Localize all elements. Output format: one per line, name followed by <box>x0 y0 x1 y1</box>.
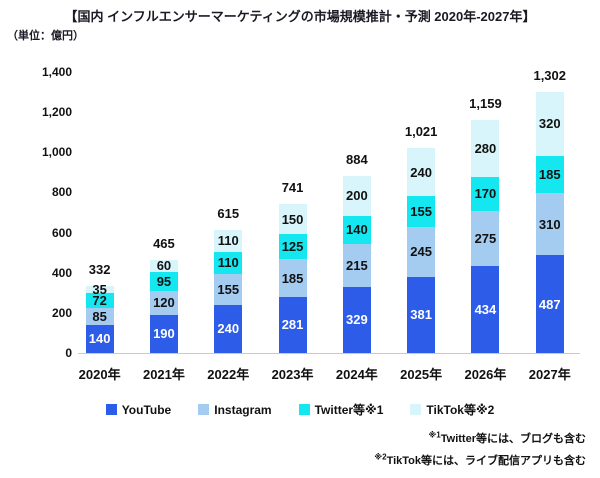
bar-total-label: 884 <box>345 151 368 167</box>
bar-segment-instagram: 275 <box>471 210 500 266</box>
legend-label-tiktok: TikTok等※2 <box>426 403 495 417</box>
x-axis-label: 2027年 <box>528 367 571 382</box>
y-axis-tick: 0 <box>65 346 72 360</box>
bar-segment-twitter: 95 <box>149 271 178 291</box>
x-axis-label: 2023年 <box>271 367 314 382</box>
bar-segment-instagram: 155 <box>214 273 243 305</box>
bar-segment-youtube: 487 <box>535 255 564 353</box>
x-axis-label: 2021年 <box>142 367 185 382</box>
footnote-1: ※1Twitter等には、ブログも含む <box>374 430 586 447</box>
x-axis-label: 2026年 <box>464 367 507 382</box>
bar-total-label: 332 <box>88 262 111 278</box>
bar-segment-tiktok: 320 <box>535 91 564 156</box>
bar-total-label: 1,159 <box>469 96 502 112</box>
legend-item-youtube: YouTube <box>105 402 172 417</box>
bar-segment-youtube: 190 <box>149 314 178 353</box>
bar-segment-twitter: 170 <box>471 176 500 211</box>
y-axis-tick: 200 <box>51 305 72 320</box>
bar-segment-twitter: 155 <box>407 196 436 228</box>
bar-segment-tiktok: 35 <box>85 283 114 296</box>
bar-segment-youtube: 434 <box>471 265 500 353</box>
legend-swatch-instagram <box>198 404 210 415</box>
footnote-2: ※2TikTok等には、ライブ配信アプリも含む <box>374 452 586 469</box>
bar-segment-tiktok: 240 <box>407 148 436 197</box>
bar-segment-tiktok: 280 <box>471 120 500 177</box>
bar-segment-instagram: 245 <box>407 227 436 277</box>
legend-label-twitter: Twitter等※1 <box>314 403 384 417</box>
legend-swatch-twitter <box>298 404 310 415</box>
footnote-2-marker: ※2 <box>374 452 387 462</box>
bar-segment-instagram: 120 <box>149 290 178 315</box>
footnote-2-text: TikTok等には、ライブ配信アプリも含む <box>386 455 586 467</box>
legend-item-twitter: Twitter等※1 <box>298 401 384 418</box>
bar-total-label: 615 <box>217 205 240 221</box>
bar-segment-twitter: 185 <box>535 155 564 194</box>
legend: YouTube Instagram Twitter等※1 TikTok等※2 <box>0 401 600 418</box>
x-axis-label: 2022年 <box>207 367 250 382</box>
legend-item-tiktok: TikTok等※2 <box>410 401 494 418</box>
legend-swatch-youtube <box>105 404 117 415</box>
bar-segment-instagram: 185 <box>278 259 307 297</box>
bar-segment-tiktok: 200 <box>342 175 371 216</box>
legend-label-youtube: YouTube <box>121 402 172 417</box>
bar-total-label: 465 <box>153 235 175 251</box>
x-axis-line <box>78 353 580 354</box>
y-axis-tick: 1,400 <box>41 65 72 79</box>
bar-total-label: 1,302 <box>533 67 567 83</box>
bar-segment-youtube: 381 <box>407 276 436 353</box>
bar-segment-twitter: 72 <box>85 293 114 308</box>
bar-segment-youtube: 240 <box>214 304 243 353</box>
x-axis-label: 2025年 <box>400 367 443 382</box>
bar-segment-instagram: 85 <box>85 307 114 325</box>
page-title: 【国内 インフルエンサーマーケティングの市場規模推計・予測 2020年-2027… <box>64 9 536 24</box>
y-axis-tick: 800 <box>51 185 72 200</box>
bar-total-label: 741 <box>281 180 304 196</box>
legend-swatch-tiktok <box>410 404 422 415</box>
bar-segment-tiktok: 60 <box>149 259 178 272</box>
bar-segment-instagram: 215 <box>342 243 371 287</box>
footnote-1-text: Twitter等には、ブログも含む <box>440 433 586 445</box>
bar-total-label: 1,021 <box>404 124 438 140</box>
y-axis-tick: 1,000 <box>41 145 72 160</box>
bar-segment-instagram: 310 <box>535 193 564 256</box>
footnotes: ※1Twitter等には、ブログも含む ※2TikTok等には、ライブ配信アプリ… <box>374 430 586 476</box>
footnote-1-marker: ※1 <box>428 430 441 440</box>
bar-segment-youtube: 140 <box>85 324 114 353</box>
bar-segment-youtube: 281 <box>278 296 307 353</box>
y-axis-tick: 400 <box>51 265 72 280</box>
legend-item-instagram: Instagram <box>198 402 272 417</box>
bar-segment-tiktok: 110 <box>214 229 243 252</box>
x-axis-label: 2020年 <box>78 367 121 382</box>
y-axis-tick: 1,200 <box>41 105 72 120</box>
bar-segment-twitter: 140 <box>342 215 371 244</box>
bar-segment-youtube: 329 <box>342 286 371 353</box>
legend-label-instagram: Instagram <box>214 402 272 417</box>
unit-label: （単位：億円） <box>7 30 84 42</box>
bar-segment-twitter: 125 <box>278 234 307 260</box>
bar-segment-twitter: 110 <box>214 251 243 274</box>
bar-segment-tiktok: 150 <box>278 204 307 235</box>
y-axis-tick: 600 <box>51 225 72 240</box>
x-axis-label: 2024年 <box>335 367 378 382</box>
